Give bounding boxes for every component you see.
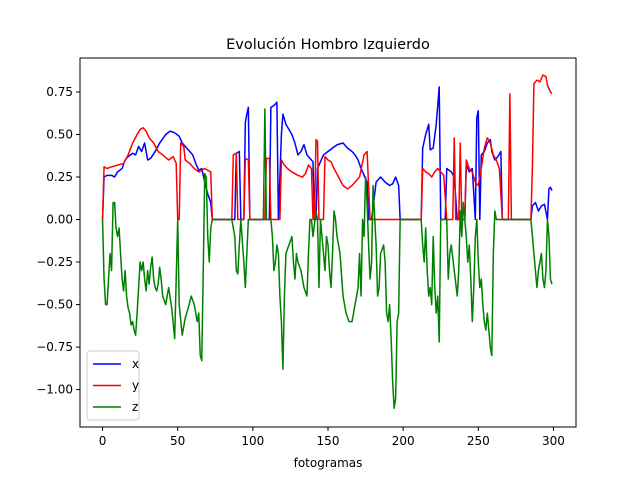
- series-line-y: [101, 74, 553, 221]
- x-axis-label: fotogramas: [294, 456, 363, 470]
- y-tick-label: −0.75: [36, 340, 73, 354]
- y-tick-label: 0.00: [46, 213, 73, 227]
- x-ticks: 0 50 100 150 200 250 300: [99, 427, 565, 448]
- legend-label-z: z: [132, 400, 138, 414]
- y-ticks: −1.00 −0.75 −0.50 −0.25 0.00 0.25 0.50 0.75: [36, 85, 80, 397]
- legend: xyz: [86, 350, 140, 421]
- legend-label-y: y: [132, 379, 139, 393]
- y-tick-label: −0.50: [36, 298, 73, 312]
- y-tick-label: 0.75: [46, 85, 73, 99]
- y-tick-label: 0.50: [46, 128, 73, 142]
- chart-title: Evolución Hombro Izquierdo: [226, 37, 430, 53]
- x-tick-label: 0: [99, 434, 107, 448]
- x-tick-label: 50: [170, 434, 185, 448]
- x-tick-label: 300: [542, 434, 565, 448]
- plot-lines: [101, 74, 553, 410]
- x-tick-label: 150: [317, 434, 340, 448]
- y-tick-label: −1.00: [36, 383, 73, 397]
- x-tick-label: 250: [467, 434, 490, 448]
- x-tick-label: 100: [241, 434, 264, 448]
- series-line-x: [101, 86, 553, 221]
- series-line-z: [101, 108, 553, 410]
- x-tick-label: 200: [392, 434, 415, 448]
- legend-label-x: x: [132, 357, 139, 371]
- y-tick-label: −0.25: [36, 255, 73, 269]
- y-tick-label: 0.25: [46, 170, 73, 184]
